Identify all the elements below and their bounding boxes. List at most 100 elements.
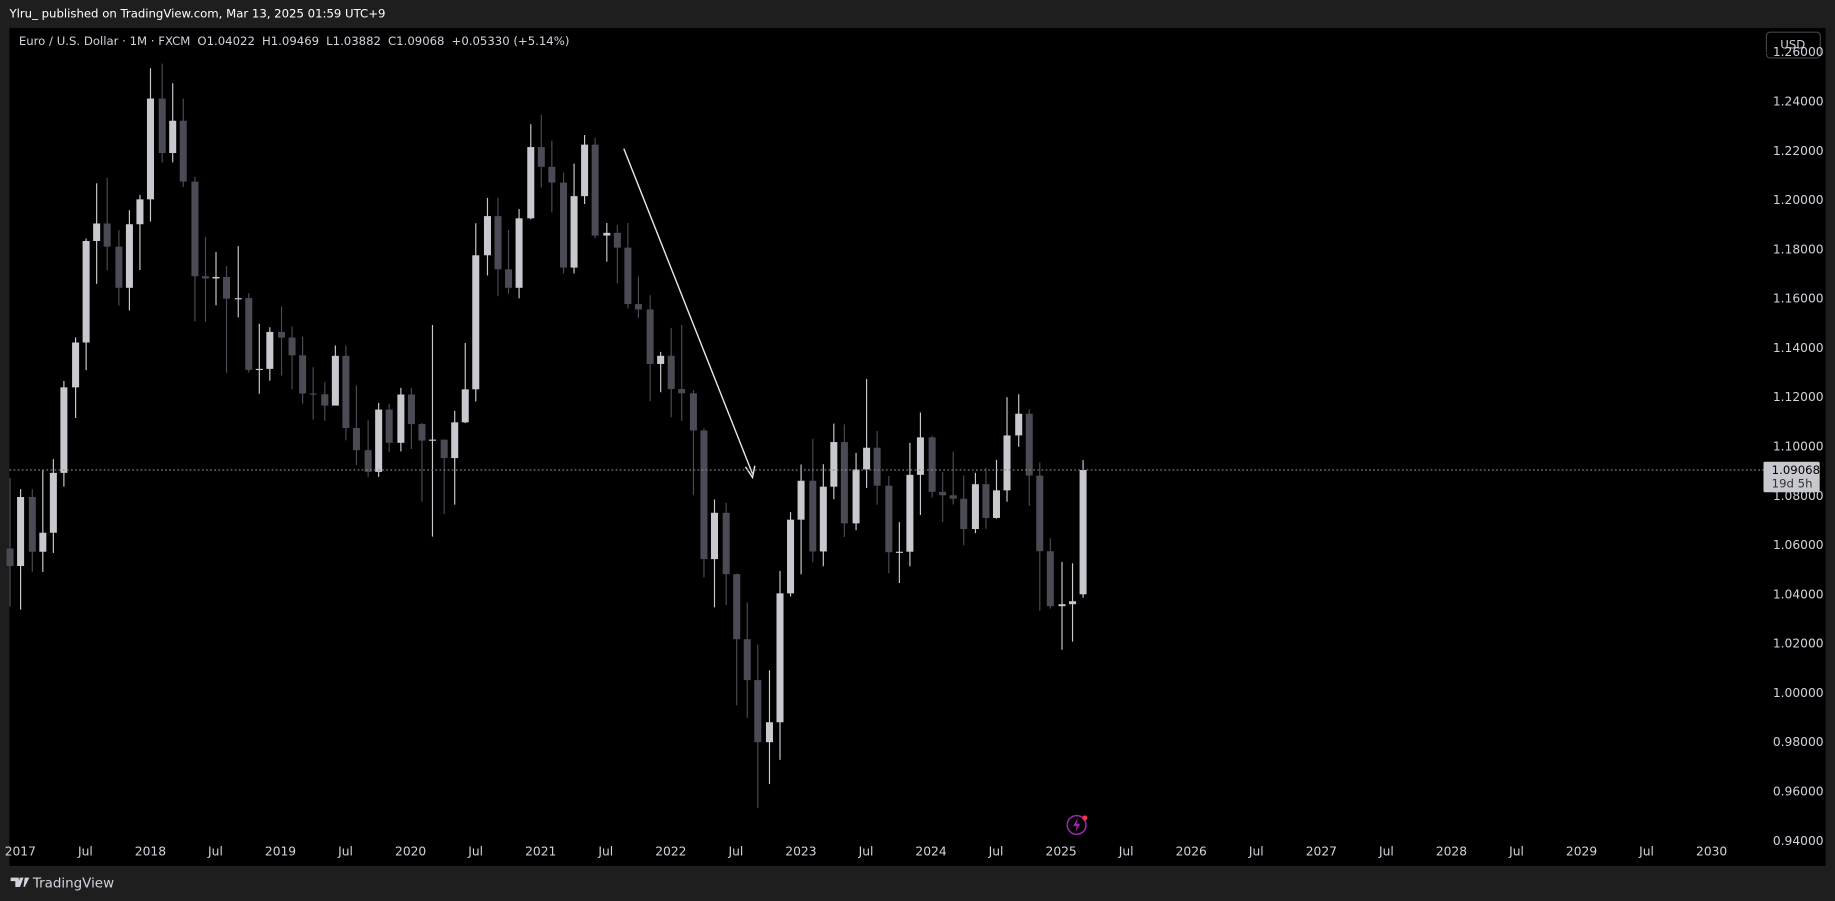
candle-body [266,331,274,369]
candle-body [17,497,25,567]
events-bolt [1073,817,1081,832]
candle-body [278,331,286,338]
trend-arrow [623,148,754,475]
y-tick-label: 1.26000 [1773,45,1824,59]
candle-body [992,490,1000,518]
currency-button[interactable] [1765,31,1821,59]
candle-body [309,393,317,395]
candle-body [331,355,339,406]
x-tick-label: Jul [1118,844,1134,858]
candle-body [472,255,480,390]
y-tick-label: 1.06000 [1773,538,1824,552]
candle-body [461,389,469,423]
candle-body [939,491,947,496]
candle-body [375,409,383,472]
candle-body [234,298,242,300]
candle-body [212,276,220,279]
candle-body [158,98,166,154]
y-tick-label: 1.24000 [1773,95,1824,109]
candle-body [852,469,860,524]
candle-body [809,480,817,552]
x-tick-label: Jul [337,844,353,858]
candle-body [710,512,718,560]
x-tick-label: 2021 [525,844,556,858]
y-tick-label: 1.18000 [1773,242,1824,256]
candle-body [82,240,90,343]
candle-body [397,394,405,443]
candle-body [754,680,762,743]
x-tick-label: 2030 [1696,844,1727,858]
x-tick-label: 2020 [395,844,426,858]
candle-body [288,337,296,356]
y-tick-label: 1.02000 [1773,637,1824,651]
candle-body [201,276,209,279]
candle-body [1025,413,1033,476]
events-dot [1082,815,1088,821]
y-tick-label: 1.04000 [1773,587,1824,601]
last-price-box [1763,461,1820,493]
candle-body [418,424,426,441]
x-tick-label: 2029 [1566,844,1597,858]
x-tick-label: Jul [77,844,93,858]
candle-body [603,232,611,236]
brand-logo [10,877,30,887]
candle-body [570,196,578,268]
candle-body [1069,601,1077,605]
candle-body [440,439,448,459]
candle-body [819,486,827,552]
candle-body [49,472,57,533]
x-tick-label: 2027 [1306,844,1337,858]
ohlc-value: 1.04022 [207,33,255,47]
ohlc-key: C [388,33,396,47]
candle-body [840,442,848,524]
last-price-label: 1.09068 [1772,463,1820,477]
candle-body [103,223,111,247]
candle-body [949,495,957,499]
candle-body [657,355,665,364]
x-tick-label: 2028 [1436,844,1467,858]
candle-body [60,387,68,473]
candle-body [515,218,523,288]
x-tick-label: 2023 [785,844,816,858]
candle-body [560,182,568,268]
y-tick-label: 1.10000 [1773,439,1824,453]
candle-body [1015,413,1023,436]
candle-body [667,355,675,390]
x-tick-label: Jul [467,844,483,858]
candle-body [971,484,979,530]
ohlc-key: O [197,33,206,47]
candle-body [1046,551,1054,607]
candle-body [885,485,893,553]
candle-body [613,232,621,248]
candle-body [1058,604,1066,607]
candle-body [451,422,459,459]
x-tick-label: Jul [1378,844,1394,858]
candle-body [527,147,535,219]
x-tick-label: Jul [988,844,1004,858]
x-tick-label: Jul [1248,844,1264,858]
x-tick-label: 2018 [135,844,166,858]
x-tick-label: 2026 [1176,844,1207,858]
candle-body [537,147,545,167]
candle-body [581,144,589,197]
candle-body [245,298,253,370]
candle-body [146,98,154,200]
candle-body [321,394,329,406]
x-tick-label: 2025 [1046,844,1077,858]
x-tick-label: 2017 [5,844,36,858]
candle-body [93,223,101,241]
y-tick-label: 0.98000 [1773,735,1824,749]
events-icon[interactable] [1066,814,1087,836]
candle-body [407,394,415,425]
candle-body [873,447,881,486]
change: +0.05330 (+5.14%) [452,33,570,47]
candle-body [960,498,968,530]
candle-body [505,269,513,288]
candle-body [1036,475,1044,552]
currency-label[interactable]: USD [1780,38,1805,52]
candle-body [797,480,805,520]
candle-body [830,442,838,487]
ohlc-value: 1.09068 [396,33,444,47]
ohlc-key: H [262,33,271,47]
